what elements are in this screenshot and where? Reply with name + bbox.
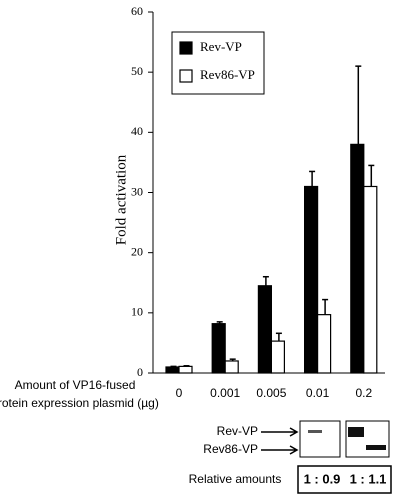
blot-lane	[299, 420, 341, 458]
x-tick-label: 0	[176, 386, 183, 400]
y-tick-label: 30	[131, 184, 143, 198]
x-tick-label: 0.01	[306, 386, 330, 400]
bar	[257, 285, 272, 374]
bar	[165, 366, 180, 374]
blot-label: Rev-VP	[217, 424, 258, 438]
bar	[270, 340, 285, 374]
legend-swatch	[179, 69, 193, 83]
bar	[178, 365, 193, 374]
bar	[304, 185, 319, 374]
x-tick-label: 0.001	[210, 386, 240, 400]
blot-arrow	[261, 427, 299, 455]
ratio: 1 : 0.9	[304, 471, 341, 486]
legend-label: Rev86-VP	[200, 67, 255, 82]
bar	[350, 143, 365, 374]
bar	[211, 323, 226, 374]
x-tick-label: 0.005	[256, 386, 286, 400]
legend-label: Rev-VP	[200, 39, 242, 54]
y-tick-label: 50	[131, 64, 143, 78]
relative-label: Relative amounts	[189, 472, 282, 486]
blot-lane	[345, 420, 390, 458]
x-axis-label: protein expression plasmid (µg)	[0, 396, 159, 410]
blot-band	[366, 445, 386, 450]
bar	[363, 185, 378, 374]
blot-band	[348, 427, 364, 437]
legend-swatch	[179, 41, 193, 55]
y-tick-label: 10	[131, 305, 143, 319]
y-tick-label: 20	[131, 244, 143, 258]
blot-band	[308, 430, 322, 433]
blot-label: Rev86-VP	[203, 442, 258, 456]
bar	[317, 314, 332, 374]
x-tick-label: 0.2	[355, 386, 372, 400]
ratio: 1 : 1.1	[350, 471, 387, 486]
y-axis-label: Fold activation	[113, 154, 129, 245]
bar	[224, 360, 239, 374]
ratio-box	[297, 465, 392, 494]
y-tick-label: 0	[137, 365, 143, 379]
legend-box	[171, 31, 265, 95]
y-tick-label: 40	[131, 124, 143, 138]
x-axis-label: Amount of VP16-fused	[15, 378, 136, 392]
y-tick-label: 60	[131, 4, 143, 18]
